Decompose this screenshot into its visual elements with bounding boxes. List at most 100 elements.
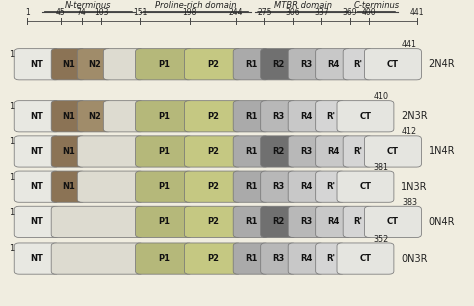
Text: 306: 306 [286,8,300,17]
Text: CT: CT [359,254,372,263]
FancyBboxPatch shape [316,243,345,274]
Text: N1: N1 [62,182,75,191]
Text: R3: R3 [273,254,284,263]
Text: P1: P1 [158,182,170,191]
Text: CT: CT [359,182,372,191]
FancyBboxPatch shape [365,49,421,80]
Text: CT: CT [359,112,372,121]
FancyBboxPatch shape [103,101,144,132]
Text: N1: N1 [62,112,75,121]
Text: 1: 1 [9,137,14,146]
FancyBboxPatch shape [316,49,351,80]
Text: NT: NT [30,254,43,263]
FancyBboxPatch shape [343,206,373,237]
FancyBboxPatch shape [14,171,59,202]
Text: R': R' [326,182,335,191]
Text: N1: N1 [62,60,75,69]
FancyBboxPatch shape [184,243,241,274]
Text: R2: R2 [272,60,285,69]
Text: 103: 103 [94,8,109,17]
Text: 1: 1 [9,173,14,181]
Text: 275: 275 [257,8,272,17]
FancyBboxPatch shape [233,206,269,237]
Text: 1N4R: 1N4R [428,147,455,156]
FancyBboxPatch shape [14,49,59,80]
Text: R1: R1 [245,60,257,69]
FancyBboxPatch shape [261,136,296,167]
FancyBboxPatch shape [288,171,324,202]
Text: R4: R4 [300,182,312,191]
Text: R4: R4 [327,60,340,69]
Text: NT: NT [30,182,43,191]
FancyBboxPatch shape [288,136,324,167]
Text: 410: 410 [374,92,389,101]
Text: 1: 1 [25,8,30,17]
FancyBboxPatch shape [184,171,241,202]
Text: NT: NT [30,147,43,156]
FancyBboxPatch shape [184,49,241,80]
Text: MTBR domain: MTBR domain [274,1,332,10]
Text: 400: 400 [362,8,376,17]
Text: R3: R3 [273,112,284,121]
Text: 412: 412 [402,128,417,136]
Text: 244: 244 [229,8,243,17]
FancyBboxPatch shape [288,101,324,132]
FancyBboxPatch shape [77,49,111,80]
Text: N2: N2 [88,60,101,69]
FancyBboxPatch shape [77,171,144,202]
FancyBboxPatch shape [136,243,192,274]
Text: R1: R1 [245,182,257,191]
Text: Proline-rich domain: Proline-rich domain [155,1,237,10]
Text: CT: CT [387,147,399,156]
FancyBboxPatch shape [261,171,296,202]
Text: R': R' [326,254,335,263]
FancyBboxPatch shape [51,101,85,132]
Text: 441: 441 [402,40,417,49]
Text: R4: R4 [300,254,312,263]
FancyBboxPatch shape [77,101,111,132]
FancyBboxPatch shape [365,206,421,237]
FancyBboxPatch shape [14,206,59,237]
Text: 45: 45 [56,8,65,17]
FancyBboxPatch shape [14,243,59,274]
FancyBboxPatch shape [316,171,345,202]
Text: P1: P1 [158,60,170,69]
Text: P2: P2 [207,182,219,191]
FancyBboxPatch shape [51,243,144,274]
Text: 151: 151 [133,8,147,17]
Text: R2: R2 [272,217,285,226]
FancyBboxPatch shape [51,49,85,80]
Text: P2: P2 [207,112,219,121]
FancyBboxPatch shape [261,101,296,132]
Text: 1: 1 [9,50,14,59]
Text: P1: P1 [158,147,170,156]
Text: R1: R1 [245,147,257,156]
FancyBboxPatch shape [337,243,394,274]
FancyBboxPatch shape [14,101,59,132]
FancyBboxPatch shape [14,136,59,167]
Text: P2: P2 [207,254,219,263]
FancyBboxPatch shape [136,136,192,167]
FancyBboxPatch shape [184,101,241,132]
FancyBboxPatch shape [184,206,241,237]
Text: P2: P2 [207,60,219,69]
FancyBboxPatch shape [51,136,85,167]
FancyBboxPatch shape [233,171,269,202]
Text: P2: P2 [207,217,219,226]
FancyBboxPatch shape [136,101,192,132]
Text: R': R' [354,60,362,69]
Text: R3: R3 [300,60,312,69]
Text: P2: P2 [207,147,219,156]
Text: R': R' [354,147,362,156]
FancyBboxPatch shape [136,49,192,80]
Text: 381: 381 [374,163,389,172]
FancyBboxPatch shape [261,243,296,274]
FancyBboxPatch shape [233,49,269,80]
Text: 1N3R: 1N3R [401,182,428,192]
FancyBboxPatch shape [51,206,144,237]
FancyBboxPatch shape [337,101,394,132]
Text: R4: R4 [327,217,340,226]
FancyBboxPatch shape [103,49,144,80]
Text: N2: N2 [88,112,101,121]
Text: R1: R1 [245,254,257,263]
